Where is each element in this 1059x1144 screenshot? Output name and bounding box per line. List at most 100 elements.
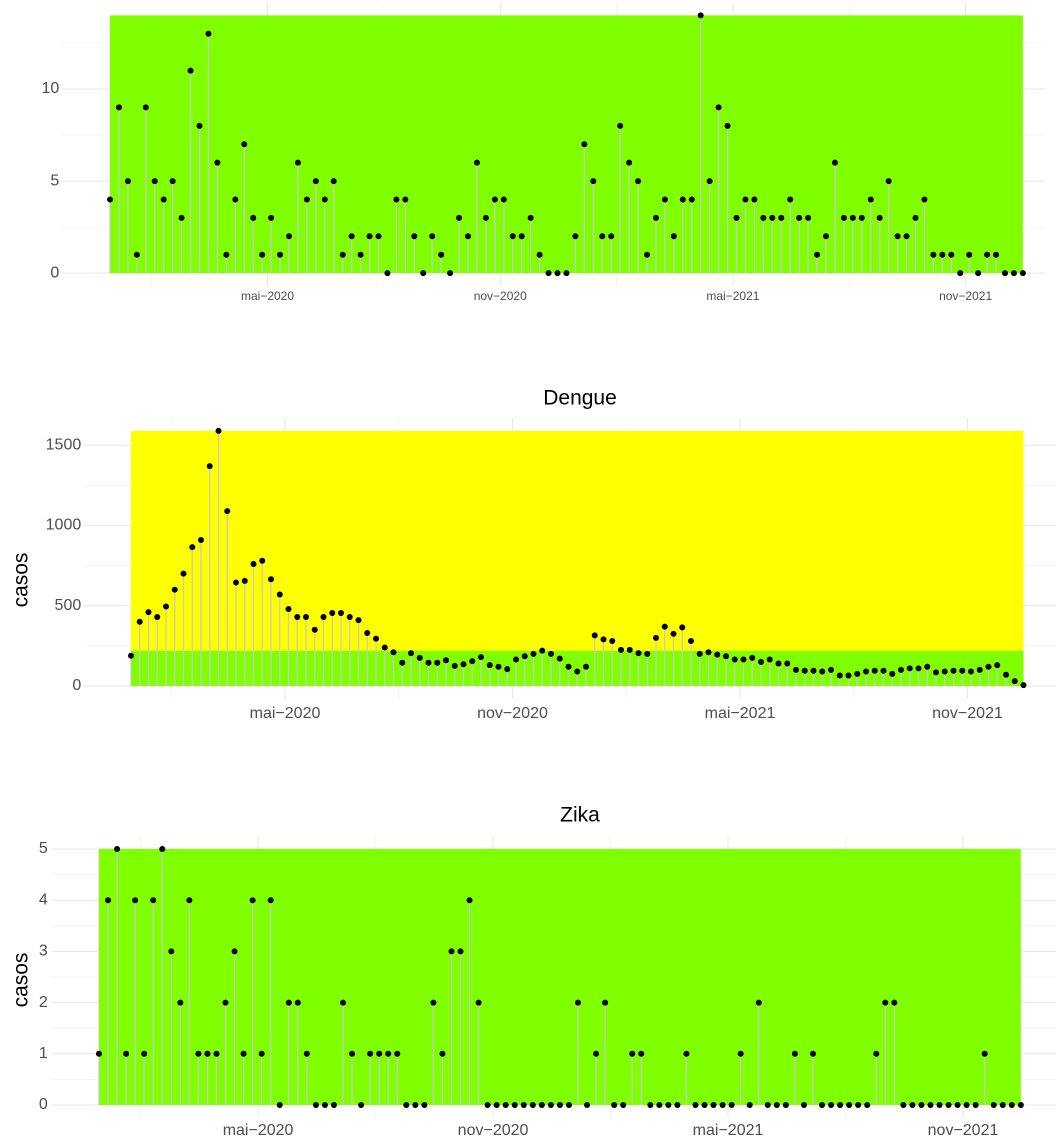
data-point — [448, 948, 455, 955]
threshold-band — [131, 430, 1024, 651]
data-point — [575, 999, 582, 1006]
data-point — [670, 630, 677, 637]
data-point — [95, 1050, 102, 1057]
x-tick-label: nov−2021 — [928, 1122, 999, 1139]
data-point — [114, 846, 121, 852]
data-point — [381, 644, 388, 651]
x-tick-label: mai−2021 — [706, 289, 759, 303]
data-point — [863, 668, 869, 675]
data-point — [773, 1102, 780, 1108]
data-point — [800, 1102, 807, 1108]
data-point — [412, 1102, 419, 1108]
data-point — [294, 159, 301, 166]
data-point — [572, 233, 579, 240]
data-point — [545, 270, 552, 277]
data-point — [402, 196, 409, 203]
data-point — [416, 654, 423, 661]
data-point — [196, 122, 203, 129]
data-point — [609, 638, 616, 645]
data-point — [846, 1102, 853, 1108]
data-point — [959, 667, 966, 674]
y-tick-label: 5 — [50, 172, 59, 189]
data-point — [954, 1102, 961, 1108]
data-point — [784, 660, 791, 667]
data-point — [303, 1050, 310, 1057]
data-point — [819, 668, 826, 675]
data-point — [457, 948, 464, 955]
data-point — [189, 544, 196, 551]
data-point — [733, 214, 740, 221]
data-point — [241, 141, 248, 148]
data-point — [267, 897, 274, 904]
data-point — [373, 635, 379, 642]
y-tick-label: 3 — [39, 943, 48, 960]
data-point — [574, 668, 581, 675]
data-point — [909, 1102, 916, 1108]
data-point — [1010, 270, 1017, 277]
data-point — [849, 214, 856, 221]
data-point — [303, 196, 310, 203]
y-axis-label: casos — [10, 553, 33, 608]
data-point — [425, 659, 432, 666]
data-point — [240, 1050, 247, 1057]
x-tick-label: mai−2020 — [223, 1122, 294, 1139]
data-point — [150, 897, 157, 904]
data-point — [706, 178, 713, 185]
data-point — [478, 654, 484, 661]
data-point — [141, 1050, 148, 1057]
data-point — [845, 672, 852, 679]
data-point — [403, 1102, 410, 1108]
data-point — [128, 652, 134, 659]
data-point — [171, 586, 178, 593]
data-point — [393, 196, 400, 203]
x-tick-label: nov−2020 — [458, 1122, 529, 1139]
data-point — [864, 1102, 871, 1108]
data-point — [421, 1102, 428, 1108]
data-point — [105, 897, 112, 904]
data-point — [778, 214, 785, 221]
data-point — [213, 1050, 220, 1057]
data-point — [330, 1102, 337, 1108]
data-point — [198, 536, 204, 543]
x-tick-label: nov−2021 — [939, 289, 992, 303]
data-point — [683, 1050, 690, 1057]
data-point — [443, 657, 449, 664]
data-point — [742, 196, 749, 203]
data-point — [975, 270, 982, 277]
data-point — [513, 656, 519, 663]
data-point — [536, 251, 543, 258]
data-point — [495, 663, 502, 670]
data-point — [233, 579, 239, 586]
data-point — [626, 159, 633, 166]
data-point — [430, 999, 437, 1006]
data-point — [394, 1050, 401, 1057]
data-point — [635, 650, 642, 657]
data-point — [801, 667, 808, 674]
x-tick-label: mai−2021 — [693, 1122, 764, 1139]
data-point — [945, 1102, 952, 1108]
data-point — [696, 650, 703, 657]
data-point — [321, 196, 328, 203]
data-point — [766, 656, 773, 663]
data-point — [473, 159, 480, 166]
data-point — [358, 1102, 365, 1108]
data-point — [728, 1102, 735, 1108]
data-point — [635, 178, 642, 185]
data-point — [330, 178, 337, 185]
data-point — [231, 948, 238, 955]
data-point — [285, 605, 292, 612]
data-point — [985, 663, 992, 670]
data-point — [882, 999, 889, 1006]
data-point — [867, 196, 874, 203]
data-point — [611, 1102, 618, 1108]
chart-title: Dengue — [543, 387, 617, 410]
data-point — [769, 214, 776, 221]
data-point — [504, 666, 511, 673]
data-point — [276, 1102, 283, 1108]
data-point — [921, 196, 928, 203]
data-point — [814, 251, 821, 258]
data-point — [115, 104, 122, 111]
data-point — [600, 636, 607, 643]
data-point — [451, 662, 458, 669]
